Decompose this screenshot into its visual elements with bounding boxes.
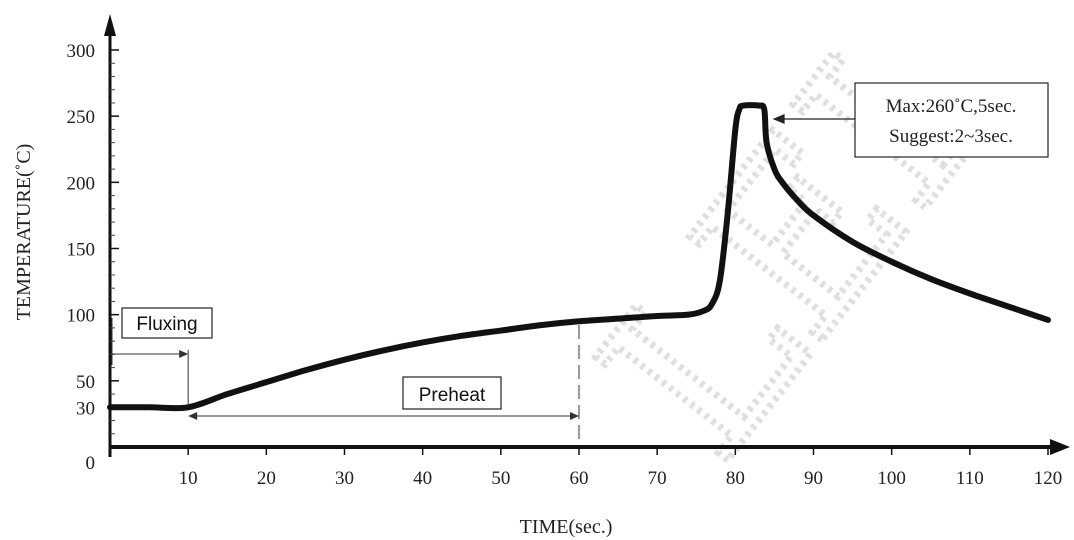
- y-tick-label: 300: [67, 41, 96, 62]
- y-axis-title: TEMPERATURE(˚C): [13, 144, 35, 321]
- preheat-label: Preheat: [419, 385, 486, 406]
- fluxing-arrow-head: [179, 350, 189, 358]
- x-tick-label: 80: [726, 468, 745, 489]
- x-axis-arrow: [1050, 439, 1070, 455]
- preheat-arrow-head-left: [188, 412, 198, 420]
- y-tick-label: 250: [67, 107, 96, 128]
- y-tick-label: 50: [76, 372, 95, 393]
- x-tick-label: 30: [335, 468, 354, 489]
- peak-note-line-2: Suggest:2~3sec.: [889, 126, 1013, 147]
- preheat-label-box: [402, 376, 502, 410]
- peak-note-box: [854, 82, 1049, 158]
- x-tick-label: 120: [1034, 468, 1063, 489]
- y-tick-label: 200: [67, 173, 96, 194]
- x-tick-label: 110: [956, 468, 984, 489]
- x-tick-label: 50: [491, 468, 510, 489]
- peak-note-line-1: Max:260˚C,5sec.: [886, 96, 1017, 117]
- fluxing-label: Fluxing: [136, 314, 197, 335]
- y-ticks: 0 30 50 100 150 200 250 300: [67, 41, 119, 474]
- temperature-profile-line: [107, 102, 1051, 412]
- preheat-arrow-head-right: [570, 412, 579, 420]
- x-tick-label: 20: [257, 468, 276, 489]
- fluxing-label-box: [121, 307, 213, 339]
- x-tick-label: 90: [804, 468, 823, 489]
- y-axis-arrow: [104, 14, 116, 36]
- x-tick-label: 100: [877, 468, 906, 489]
- y-tick-label: 30: [76, 398, 95, 419]
- axes: [104, 14, 1070, 457]
- x-tick-label: 10: [179, 468, 198, 489]
- x-tick-label: 40: [413, 468, 432, 489]
- y-tick-label: 150: [67, 240, 96, 261]
- y-tick-label: 0: [86, 453, 96, 474]
- x-tick-label: 70: [648, 468, 667, 489]
- annotations: Fluxing Preheat Max:260˚C,5sec. Suggest:…: [111, 82, 1049, 443]
- x-axis-title: TIME(sec.): [520, 516, 613, 538]
- x-ticks: 10 20 30 40 50 60 70 80 90 100 110 120: [179, 447, 1063, 489]
- peak-note-arrow-head: [772, 114, 785, 124]
- y-tick-label: 100: [67, 306, 96, 327]
- x-tick-label: 60: [570, 468, 589, 489]
